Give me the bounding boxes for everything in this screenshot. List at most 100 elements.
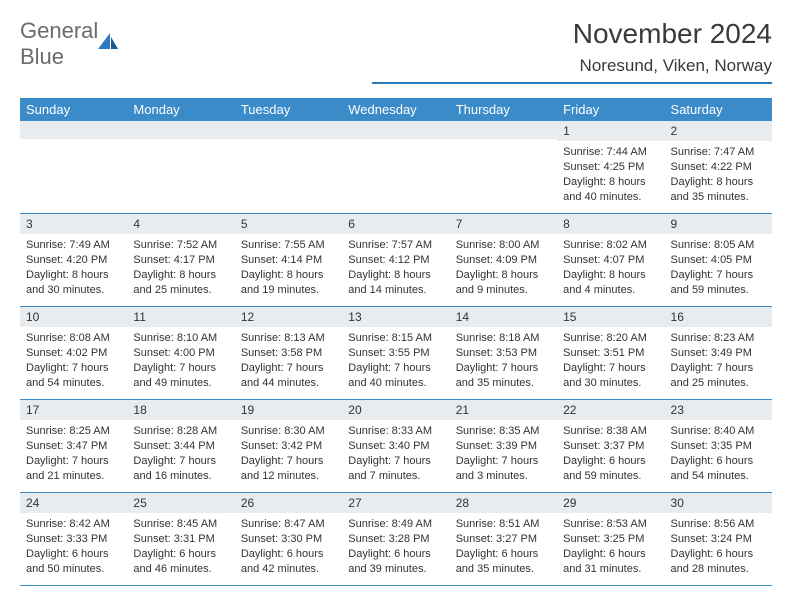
- daylight-text: Daylight: 8 hours and 30 minutes.: [26, 268, 121, 298]
- sunrise-text: Sunrise: 8:05 AM: [671, 238, 766, 253]
- daylight-text: Daylight: 6 hours and 28 minutes.: [671, 547, 766, 577]
- logo-sail-icon: [98, 33, 118, 49]
- sunset-text: Sunset: 3:40 PM: [348, 439, 443, 454]
- calendar-body: 1Sunrise: 7:44 AMSunset: 4:25 PMDaylight…: [20, 121, 772, 586]
- day-body: Sunrise: 8:15 AMSunset: 3:55 PMDaylight:…: [342, 327, 449, 396]
- sunrise-text: Sunrise: 8:47 AM: [241, 517, 336, 532]
- sunrise-text: Sunrise: 8:35 AM: [456, 424, 551, 439]
- day-body: Sunrise: 8:30 AMSunset: 3:42 PMDaylight:…: [235, 420, 342, 489]
- day-body: Sunrise: 8:25 AMSunset: 3:47 PMDaylight:…: [20, 420, 127, 489]
- sunrise-text: Sunrise: 8:00 AM: [456, 238, 551, 253]
- day-body: Sunrise: 8:28 AMSunset: 3:44 PMDaylight:…: [127, 420, 234, 489]
- day-number: 2: [665, 121, 772, 141]
- daylight-text: Daylight: 6 hours and 39 minutes.: [348, 547, 443, 577]
- day-number: [450, 121, 557, 139]
- week-row: 24Sunrise: 8:42 AMSunset: 3:33 PMDayligh…: [20, 493, 772, 586]
- sunrise-text: Sunrise: 7:44 AM: [563, 145, 658, 160]
- day-body: Sunrise: 8:33 AMSunset: 3:40 PMDaylight:…: [342, 420, 449, 489]
- sunrise-text: Sunrise: 8:28 AM: [133, 424, 228, 439]
- daylight-text: Daylight: 7 hours and 59 minutes.: [671, 268, 766, 298]
- sunset-text: Sunset: 3:28 PM: [348, 532, 443, 547]
- title-month: November 2024: [372, 18, 772, 50]
- sunset-text: Sunset: 3:47 PM: [26, 439, 121, 454]
- day-number: 4: [127, 214, 234, 234]
- day-number: 21: [450, 400, 557, 420]
- day-number: 7: [450, 214, 557, 234]
- day-body: Sunrise: 7:44 AMSunset: 4:25 PMDaylight:…: [557, 141, 664, 210]
- daylight-text: Daylight: 7 hours and 21 minutes.: [26, 454, 121, 484]
- day-cell: 4Sunrise: 7:52 AMSunset: 4:17 PMDaylight…: [127, 214, 234, 306]
- day-cell: 15 Sunrise: 8:20 AMSunset: 3:51 PMDayligh…: [557, 307, 664, 399]
- sunset-text: Sunset: 3:35 PM: [671, 439, 766, 454]
- daylight-text: Daylight: 7 hours and 40 minutes.: [348, 361, 443, 391]
- daylight-text: Daylight: 8 hours and 14 minutes.: [348, 268, 443, 298]
- day-cell: [20, 121, 127, 213]
- sunrise-text: Sunrise: 7:57 AM: [348, 238, 443, 253]
- day-number: 23: [665, 400, 772, 420]
- day-body: [20, 139, 127, 199]
- day-number: 27: [342, 493, 449, 513]
- day-cell: [450, 121, 557, 213]
- sunrise-text: Sunrise: 8:53 AM: [563, 517, 658, 532]
- day-body: Sunrise: 7:57 AMSunset: 4:12 PMDaylight:…: [342, 234, 449, 303]
- day-cell: [342, 121, 449, 213]
- weekday-cell: Friday: [557, 98, 664, 121]
- sunset-text: Sunset: 3:33 PM: [26, 532, 121, 547]
- sunset-text: Sunset: 3:49 PM: [671, 346, 766, 361]
- sunset-text: Sunset: 3:55 PM: [348, 346, 443, 361]
- daylight-text: Daylight: 6 hours and 59 minutes.: [563, 454, 658, 484]
- day-number: 29: [557, 493, 664, 513]
- day-number: 16: [665, 307, 772, 327]
- sunrise-text: Sunrise: 8:23 AM: [671, 331, 766, 346]
- day-cell: 8Sunrise: 8:02 AMSunset: 4:07 PMDaylight…: [557, 214, 664, 306]
- weekday-cell: Monday: [127, 98, 234, 121]
- day-number: 26: [235, 493, 342, 513]
- daylight-text: Daylight: 6 hours and 31 minutes.: [563, 547, 658, 577]
- header: General Blue November 2024 Noresund, Vik…: [20, 18, 772, 84]
- day-body: Sunrise: 8:18 AMSunset: 3:53 PMDaylight:…: [450, 327, 557, 396]
- day-cell: 17Sunrise: 8:25 AMSunset: 3:47 PMDayligh…: [20, 400, 127, 492]
- sunset-text: Sunset: 4:20 PM: [26, 253, 121, 268]
- day-body: Sunrise: 8:05 AMSunset: 4:05 PMDaylight:…: [665, 234, 772, 303]
- day-number: 11: [127, 307, 234, 327]
- day-body: Sunrise: 8:35 AMSunset: 3:39 PMDaylight:…: [450, 420, 557, 489]
- day-cell: 18Sunrise: 8:28 AMSunset: 3:44 PMDayligh…: [127, 400, 234, 492]
- day-cell: 7Sunrise: 8:00 AMSunset: 4:09 PMDaylight…: [450, 214, 557, 306]
- day-body: Sunrise: 8:10 AMSunset: 4:00 PMDaylight:…: [127, 327, 234, 396]
- day-body: [450, 139, 557, 199]
- sunrise-text: Sunrise: 8:38 AM: [563, 424, 658, 439]
- sunrise-text: Sunrise: 7:49 AM: [26, 238, 121, 253]
- day-number: [235, 121, 342, 139]
- sunrise-text: Sunrise: 8:56 AM: [671, 517, 766, 532]
- day-body: Sunrise: 8:53 AMSunset: 3:25 PMDaylight:…: [557, 513, 664, 582]
- daylight-text: Daylight: 7 hours and 12 minutes.: [241, 454, 336, 484]
- sunset-text: Sunset: 3:51 PM: [563, 346, 658, 361]
- daylight-text: Daylight: 8 hours and 40 minutes.: [563, 175, 658, 205]
- day-cell: 11Sunrise: 8:10 AMSunset: 4:00 PMDayligh…: [127, 307, 234, 399]
- sunrise-text: Sunrise: 8:02 AM: [563, 238, 658, 253]
- day-number: 13: [342, 307, 449, 327]
- sunrise-text: Sunrise: 8:18 AM: [456, 331, 551, 346]
- day-cell: 1Sunrise: 7:44 AMSunset: 4:25 PMDaylight…: [557, 121, 664, 213]
- sunrise-text: Sunrise: 8:08 AM: [26, 331, 121, 346]
- daylight-text: Daylight: 7 hours and 30 minutes.: [563, 361, 658, 391]
- day-body: Sunrise: 7:47 AMSunset: 4:22 PMDaylight:…: [665, 141, 772, 210]
- weekday-cell: Thursday: [450, 98, 557, 121]
- sunrise-text: Sunrise: 8:42 AM: [26, 517, 121, 532]
- sunset-text: Sunset: 3:31 PM: [133, 532, 228, 547]
- day-cell: 6Sunrise: 7:57 AMSunset: 4:12 PMDaylight…: [342, 214, 449, 306]
- sunset-text: Sunset: 4:09 PM: [456, 253, 551, 268]
- title-block: November 2024 Noresund, Viken, Norway: [372, 18, 772, 84]
- sunrise-text: Sunrise: 7:52 AM: [133, 238, 228, 253]
- sunrise-text: Sunrise: 8:25 AM: [26, 424, 121, 439]
- day-number: 15: [557, 307, 664, 327]
- sunset-text: Sunset: 3:25 PM: [563, 532, 658, 547]
- daylight-text: Daylight: 6 hours and 35 minutes.: [456, 547, 551, 577]
- day-cell: 13Sunrise: 8:15 AMSunset: 3:55 PMDayligh…: [342, 307, 449, 399]
- day-number: 3: [20, 214, 127, 234]
- sunset-text: Sunset: 4:12 PM: [348, 253, 443, 268]
- day-cell: 26Sunrise: 8:47 AMSunset: 3:30 PMDayligh…: [235, 493, 342, 585]
- sunset-text: Sunset: 4:07 PM: [563, 253, 658, 268]
- sunrise-text: Sunrise: 8:20 AM: [563, 331, 658, 346]
- day-cell: 23Sunrise: 8:40 AMSunset: 3:35 PMDayligh…: [665, 400, 772, 492]
